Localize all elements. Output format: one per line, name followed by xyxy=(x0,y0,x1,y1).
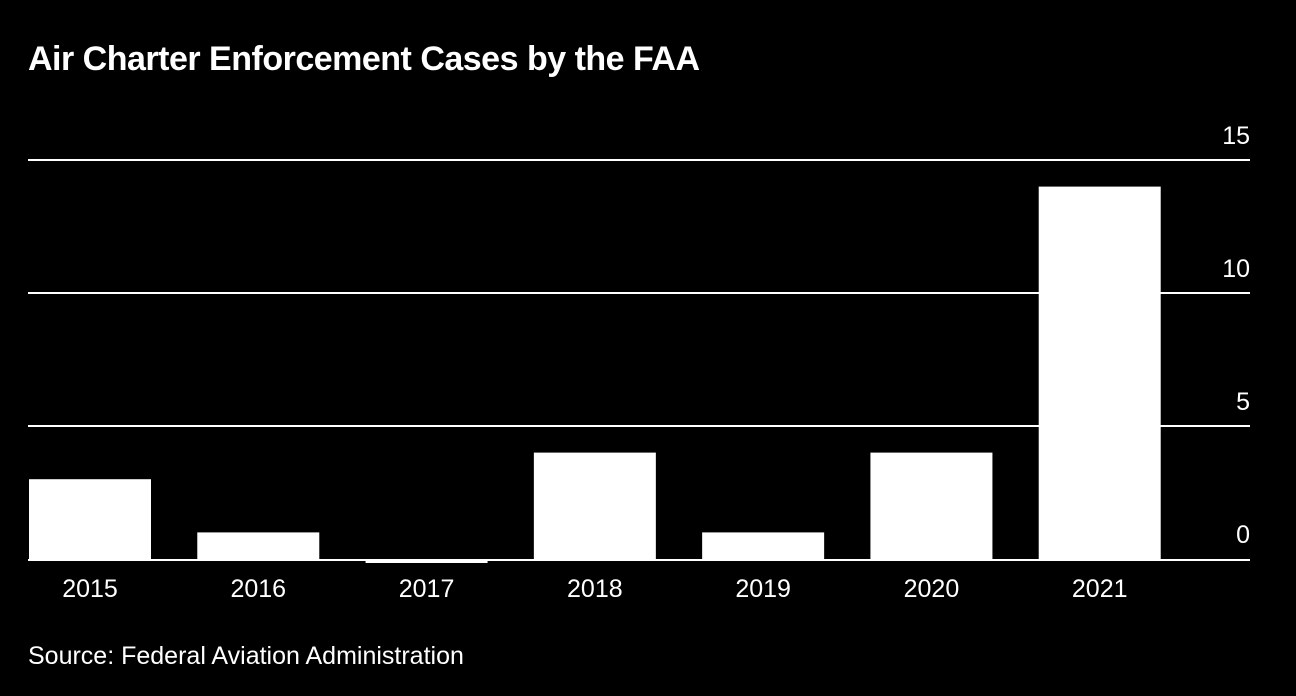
y-tick-label-10: 10 xyxy=(1222,255,1250,283)
bar-2020 xyxy=(870,452,993,559)
x-tick-label-2019: 2019 xyxy=(735,575,791,603)
source-note: Source: Federal Aviation Administration xyxy=(28,642,464,670)
x-tick-label-2015: 2015 xyxy=(62,575,118,603)
y-tick-label-5: 5 xyxy=(1236,388,1250,416)
y-tick-label-15: 15 xyxy=(1222,122,1250,150)
bar-2019 xyxy=(702,532,825,559)
y-tick-label-0: 0 xyxy=(1236,521,1250,549)
bar-2021 xyxy=(1038,186,1161,559)
x-tick-label-2017: 2017 xyxy=(399,575,455,603)
bar-2016 xyxy=(197,532,320,559)
bar-2017 xyxy=(365,559,488,563)
bars xyxy=(29,186,1161,563)
y-axis-ticks: 0 5 10 15 xyxy=(1222,122,1250,549)
x-tick-label-2018: 2018 xyxy=(567,575,623,603)
x-tick-label-2021: 2021 xyxy=(1072,575,1128,603)
x-axis-ticks: 2015 2016 2017 2018 2019 2020 2021 xyxy=(62,575,1127,603)
x-tick-label-2016: 2016 xyxy=(230,575,286,603)
bar-2018 xyxy=(533,452,656,559)
bar-2015 xyxy=(29,479,151,559)
chart-title: Air Charter Enforcement Cases by the FAA xyxy=(28,40,700,78)
x-tick-label-2020: 2020 xyxy=(904,575,960,603)
